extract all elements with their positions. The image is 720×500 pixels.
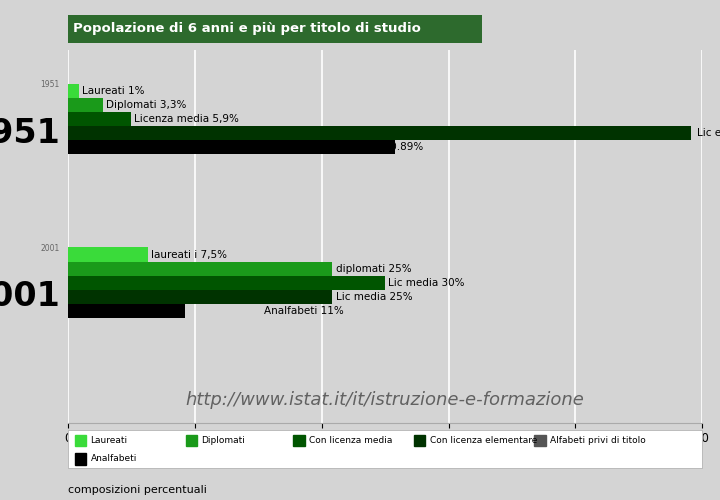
Bar: [68, 112, 131, 126]
Text: Alfabeti privi di titolo: Alfabeti privi di titolo: [550, 436, 646, 444]
Text: 2001: 2001: [0, 280, 60, 314]
Text: diplomati 25%: diplomati 25%: [336, 264, 411, 274]
Text: Laureati 1%: Laureati 1%: [82, 86, 145, 96]
Bar: [68, 290, 333, 304]
Text: Lic media 30%: Lic media 30%: [388, 278, 465, 288]
Text: Laureati: Laureati: [91, 436, 127, 444]
Text: Licenza media 5,9%: Licenza media 5,9%: [134, 114, 239, 124]
Bar: [68, 262, 333, 276]
Text: Lic elementare  59%: Lic elementare 59%: [697, 128, 720, 138]
Text: 2001: 2001: [41, 244, 60, 252]
Text: Con licenza media: Con licenza media: [309, 436, 392, 444]
Text: laureati i 7,5%: laureati i 7,5%: [150, 250, 227, 260]
Bar: [293, 434, 305, 446]
Text: 1951: 1951: [0, 116, 60, 150]
Text: Analfabeti: Analfabeti: [91, 454, 137, 464]
Bar: [68, 140, 395, 154]
Text: 1951: 1951: [41, 80, 60, 88]
Bar: [68, 248, 148, 262]
Text: Diplomati 3,3%: Diplomati 3,3%: [107, 100, 186, 110]
Bar: [68, 126, 691, 140]
Text: Analfabeti 30.89%: Analfabeti 30.89%: [327, 142, 423, 152]
Text: composizioni percentuali: composizioni percentuali: [68, 485, 207, 495]
Bar: [75, 453, 86, 464]
Bar: [534, 434, 546, 446]
Text: Con licenza elementare: Con licenza elementare: [430, 436, 537, 444]
Bar: [414, 434, 425, 446]
Bar: [68, 84, 79, 98]
Bar: [68, 304, 184, 318]
Text: Popolazione di 6 anni e più per titolo di studio: Popolazione di 6 anni e più per titolo d…: [73, 22, 421, 35]
Text: Lic media 25%: Lic media 25%: [336, 292, 412, 302]
Bar: [186, 434, 197, 446]
Bar: [75, 434, 86, 446]
Bar: [68, 276, 385, 290]
Bar: [68, 98, 103, 112]
Text: http://www.istat.it/it/istruzione-e-formazione: http://www.istat.it/it/istruzione-e-form…: [186, 391, 585, 409]
Text: Analfabeti 11%: Analfabeti 11%: [264, 306, 343, 316]
Text: Diplomati: Diplomati: [202, 436, 246, 444]
